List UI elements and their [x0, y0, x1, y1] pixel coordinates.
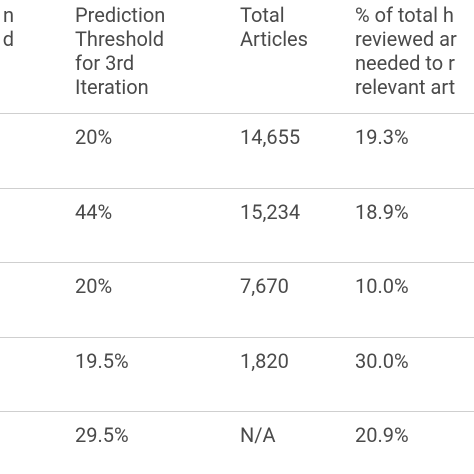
cell-text: N/A [240, 423, 276, 447]
header-text: % of total h [355, 3, 454, 27]
cell-text: 30.0% [355, 348, 409, 373]
row-divider [0, 113, 474, 114]
cell-text: 1,820 [240, 348, 289, 373]
cell-text: 19.3% [355, 125, 409, 149]
cell-text: 20% [75, 274, 113, 298]
row-divider [0, 187, 474, 189]
header-text: needed to r [355, 51, 455, 75]
cell-text: 14,655 [240, 125, 301, 149]
header-text: reviewed ar [355, 27, 457, 51]
cell-text: 19.5% [75, 348, 129, 373]
row-divider [0, 411, 474, 412]
cell-text: 20% [75, 125, 113, 149]
cell-text: 18.9% [355, 199, 409, 224]
header-text: Threshold [75, 27, 165, 51]
header-text: Total [240, 3, 285, 27]
cell-text: 7,670 [240, 274, 289, 298]
cell-text: 20.9% [355, 423, 409, 447]
cell-text: 10.0% [355, 274, 409, 298]
cell-text: 29.5% [75, 423, 129, 447]
header-text: Articles [240, 27, 308, 51]
cell-text: 44% [75, 199, 113, 224]
cell-text: 15,234 [240, 199, 301, 224]
row-divider [0, 336, 474, 338]
header-text: n [2, 3, 14, 27]
header-text: for 3rd [75, 51, 135, 75]
header-text: relevant art [355, 75, 456, 99]
header-text: Prediction [75, 3, 166, 27]
row-divider [0, 262, 474, 263]
header-text: Iteration [75, 75, 149, 99]
header-text: d [2, 27, 14, 51]
